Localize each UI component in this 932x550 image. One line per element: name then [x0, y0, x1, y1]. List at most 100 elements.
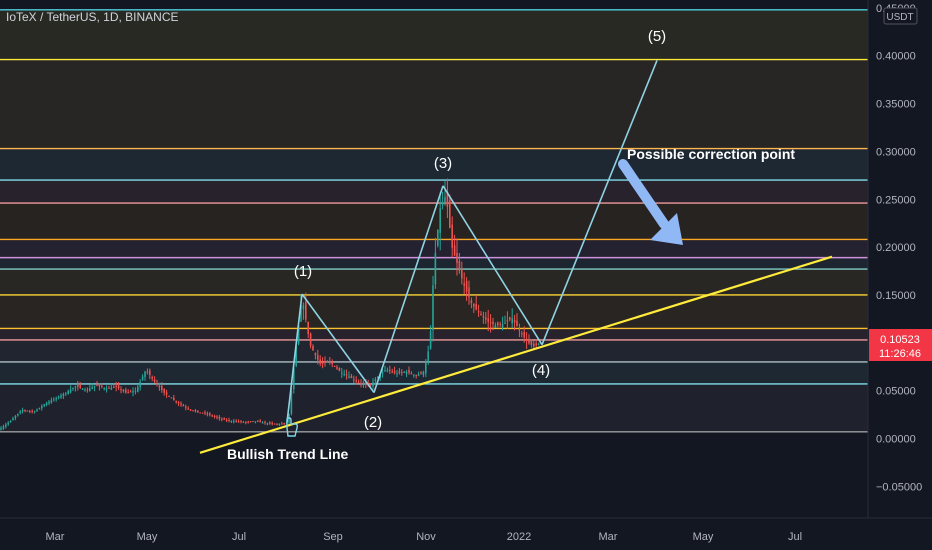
candle-body [156, 382, 158, 385]
current-price-value: 0.10523 [880, 334, 920, 346]
candle-body [218, 416, 221, 419]
fib-band [0, 328, 868, 340]
candle-body [84, 390, 86, 392]
candle-body [62, 394, 65, 396]
trend-line-label: Bullish Trend Line [227, 446, 349, 462]
elliott-wave [286, 60, 658, 423]
candle-body [201, 412, 204, 414]
candle-body [185, 406, 187, 408]
chart-title: IoTeX / TetherUS, 1D, BINANCE [6, 10, 179, 24]
fib-band [0, 9, 868, 60]
candle-body [350, 376, 353, 379]
candle-body [372, 382, 374, 387]
price-axis[interactable]: 0.450000.400000.350000.300000.250000.200… [876, 3, 922, 494]
candle-body [381, 372, 384, 374]
correction-annotation: Possible correction point [627, 146, 795, 162]
candle-body [331, 361, 333, 365]
price-tick-label: 0.25000 [876, 194, 916, 206]
candle-body [199, 412, 201, 414]
candle-body [261, 422, 264, 424]
wave-segment [373, 185, 444, 393]
time-axis[interactable]: Mar May Jul Sep Nov 2022 Mar May Jul [46, 531, 803, 543]
candle-body [74, 386, 77, 388]
candle-body [247, 421, 249, 423]
candle-body [391, 371, 393, 373]
candle-body [125, 389, 127, 393]
candle-body [216, 416, 218, 418]
wave-segment [301, 293, 375, 394]
candle-body [127, 392, 129, 394]
candle-body [489, 322, 492, 324]
candle-body [276, 423, 278, 425]
candle-body [410, 373, 413, 375]
candle-body [91, 387, 93, 389]
price-tick-label: 0.15000 [876, 290, 916, 302]
candle-body [441, 202, 444, 205]
time-tick-label: Sep [323, 531, 343, 543]
candle-body [113, 387, 115, 389]
candle-body [338, 367, 341, 371]
wave-segment [286, 293, 303, 423]
candle-body [146, 371, 149, 373]
candle-body [197, 410, 199, 413]
candle-body [494, 325, 497, 328]
candle-body [530, 340, 533, 345]
candle-body [103, 388, 105, 390]
candle-countdown: 11:26:46 [879, 348, 921, 360]
candle-body [72, 387, 74, 390]
time-tick-label: Mar [46, 531, 65, 543]
candle-body [223, 418, 225, 420]
candle-body [281, 423, 283, 425]
candle-body [81, 389, 84, 391]
candle-body [300, 305, 302, 322]
candle-body [297, 325, 300, 345]
candle-body [132, 391, 134, 393]
candle-body [89, 388, 91, 391]
candle-body [228, 419, 230, 421]
candle-body [29, 410, 31, 412]
candle-body [149, 370, 151, 376]
candle-body [393, 371, 396, 373]
candle-body [446, 191, 449, 207]
candle-body [290, 391, 293, 414]
correction-arrow-icon [618, 159, 683, 245]
candle-body [449, 200, 451, 228]
candle-body [271, 423, 273, 425]
candle-body [5, 424, 7, 427]
candle-body [189, 409, 192, 411]
candle-body [257, 420, 259, 422]
price-tick-label: 0.40000 [876, 51, 916, 63]
time-tick-label: Jul [788, 531, 802, 543]
fib-band [0, 294, 868, 329]
candle-body [153, 379, 156, 382]
candle-body [302, 305, 305, 310]
pointer-cursor-icon [286, 417, 299, 437]
candle-body [295, 345, 297, 366]
candle-body [24, 410, 26, 412]
candle-body [293, 368, 295, 390]
currency-badge[interactable]: USDT [883, 7, 918, 25]
candle-body [161, 385, 163, 391]
candle-body [468, 287, 470, 298]
candle-body [319, 359, 321, 364]
candle-body [408, 370, 410, 373]
candle-body [343, 373, 345, 375]
candle-body [115, 385, 117, 387]
candle-body [499, 323, 501, 325]
candle-body [360, 383, 362, 385]
candle-body [182, 404, 185, 407]
candle-body [12, 418, 14, 421]
candle-body [437, 229, 439, 246]
candle-body [345, 374, 348, 376]
candle-body [485, 317, 487, 320]
candle-body [278, 423, 281, 425]
trend-line-segment [199, 255, 833, 454]
candle-body [254, 421, 257, 423]
candle-body [139, 381, 141, 387]
candle-body [221, 418, 223, 420]
candle-body [122, 390, 125, 392]
candlesticks [0, 178, 540, 431]
candle-body [235, 420, 237, 422]
candle-body [355, 380, 357, 382]
